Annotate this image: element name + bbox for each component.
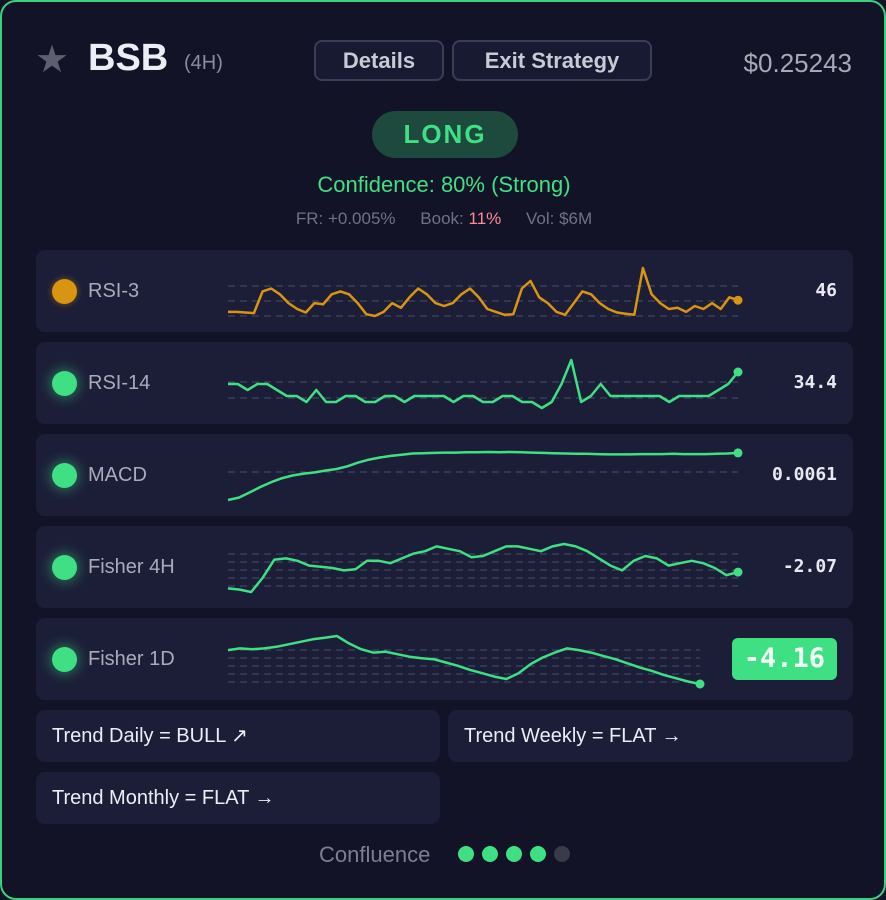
sparkline-path [228, 358, 739, 410]
indicator-label: Fisher 1D [88, 648, 175, 670]
details-button[interactable]: Details [314, 40, 444, 81]
indicator-label: Fisher 4H [88, 556, 175, 578]
funding-rate: FR: +0.005% [295, 209, 396, 228]
book-stat: Book: 11% [420, 209, 501, 228]
indicator-row-rsi-3: RSI-3 46 [36, 250, 853, 332]
indicator-row-fisher-4h: Fisher 4H -2.07 [36, 526, 853, 608]
sparkline-path [227, 450, 739, 502]
timeframe: (4H) [184, 52, 223, 74]
status-dot [52, 463, 77, 488]
symbol: BSB [88, 37, 169, 79]
sparkline [227, 448, 743, 502]
sparkline-end-dot [733, 448, 743, 458]
confidence-text: Confidence: 80% (Strong) [317, 172, 571, 197]
star-icon[interactable]: ★ [35, 39, 70, 81]
sparkline [228, 358, 743, 410]
indicator-row-fisher-1d: Fisher 1D -4.16 [36, 618, 853, 700]
card-header: ★ BSB (4H) Details Exit Strategy $0.2524… [2, 2, 884, 112]
indicator-label: RSI-14 [88, 372, 151, 394]
sparkline-end-dot [695, 679, 705, 689]
sparkline-end-dot [733, 295, 743, 305]
sparkline-path [227, 542, 739, 594]
price: $0.25243 [743, 48, 852, 78]
signal-badge: LONG [372, 111, 518, 158]
indicator-row-rsi-14: RSI-14 34.4 [36, 342, 853, 424]
sparkline [227, 634, 705, 689]
confluence-dot [458, 846, 474, 862]
confluence-label: Confluence [319, 842, 431, 867]
indicator-value: 46 [815, 280, 837, 301]
status-dot [52, 371, 77, 396]
indicator-value-highlight: -4.16 [731, 638, 837, 680]
sparkline [228, 266, 743, 318]
volume: Vol: $6M [526, 209, 593, 228]
trend-weekly: Trend Weekly = FLAT → [448, 710, 853, 762]
indicator-value: 0.0061 [771, 464, 837, 485]
book-label: Book: [420, 209, 464, 228]
sparkline-end-dot [733, 367, 743, 377]
trend-daily: Trend Daily = BULL ↗ [36, 710, 440, 762]
indicator-label: RSI-3 [88, 280, 140, 302]
stats-row: FR: +0.005% Book: 11% Vol: $6M [2, 208, 886, 230]
confluence-dot [506, 846, 522, 862]
book-value: 11% [468, 209, 502, 228]
indicator-label: MACD [88, 464, 147, 486]
sparkline-path [228, 266, 739, 318]
sparkline-end-dot [733, 567, 743, 577]
indicator-value: -2.07 [782, 556, 837, 577]
trend-monthly: Trend Monthly = FLAT → [36, 772, 440, 824]
indicator-row-macd: MACD 0.0061 [36, 434, 853, 516]
exit-strategy-button[interactable]: Exit Strategy [452, 40, 652, 81]
status-dot [52, 647, 77, 672]
indicator-value: 34.4 [793, 372, 837, 393]
confluence-dot [554, 846, 570, 862]
sparkline [227, 542, 743, 594]
sparkline-path [227, 634, 701, 686]
status-dot [52, 555, 77, 580]
confluence-dot [530, 846, 546, 862]
confluence-dot [482, 846, 498, 862]
status-dot [52, 279, 77, 304]
